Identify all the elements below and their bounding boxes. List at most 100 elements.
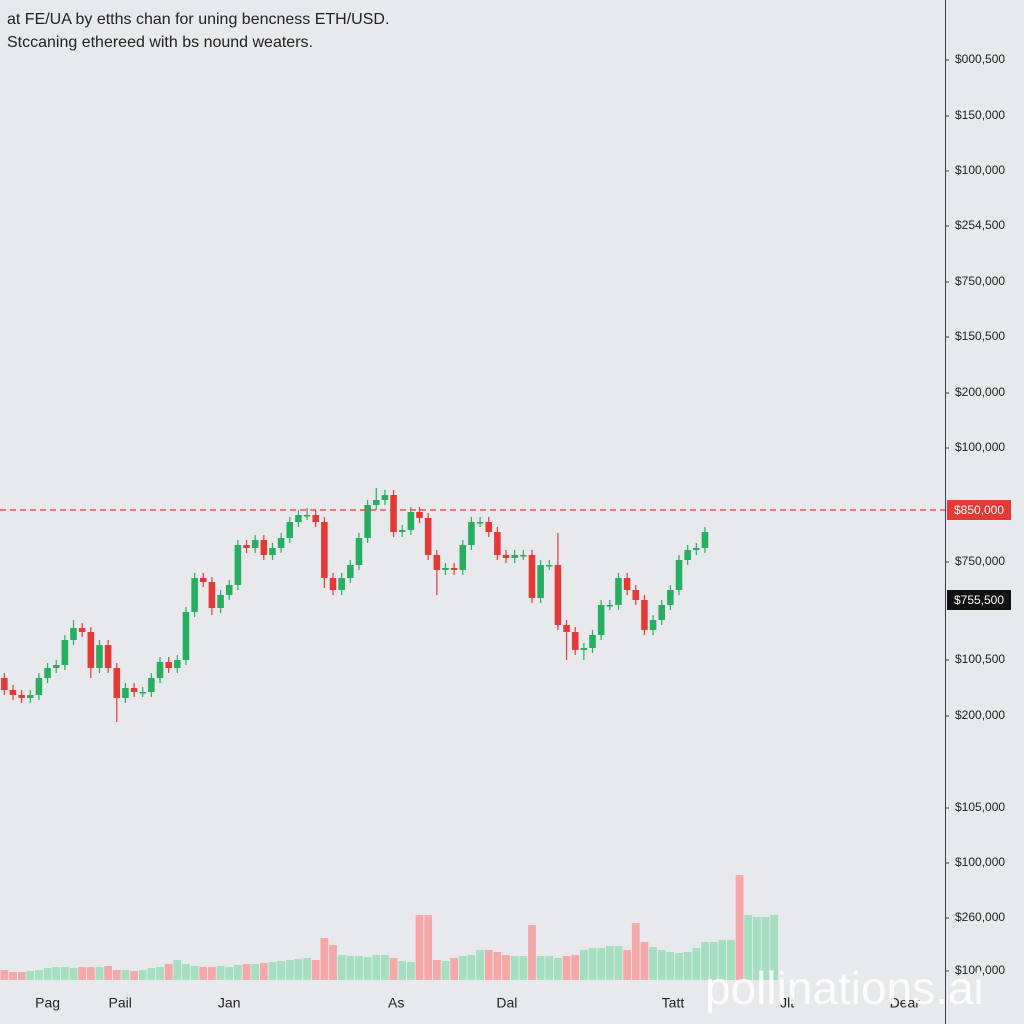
y-tick-label: $750,000 [955,554,1005,568]
volume-bar [735,875,744,980]
candle-body [295,515,302,522]
volume-bar [337,955,346,980]
x-tick-label: Tatt [662,995,685,1011]
candle-body [485,522,493,532]
volume-bar [320,938,329,980]
volume-bar [52,967,61,980]
volume-bar [372,955,381,980]
volume-bar [259,963,268,980]
volume-bar [510,956,519,980]
candle-body [615,578,622,605]
y-tick-label: $200,000 [955,385,1005,399]
candle-body [554,565,562,625]
candle-body [225,585,233,595]
candle-body [338,578,345,590]
candle-body [468,522,475,545]
volume-bar [657,950,666,980]
volume-bar [26,971,35,980]
volume-bar [130,971,138,980]
volume-bar [277,961,286,980]
volume-bar [588,948,597,980]
candle-body [44,668,51,678]
y-tick-label: $750,000 [955,274,1005,288]
candle-body [174,660,181,668]
y-tick-label: $100,000 [955,963,1005,977]
volume-bar [571,955,580,980]
candle-body [156,662,164,678]
candle-body [502,555,510,558]
candle-body [494,532,501,555]
volume-bar [233,965,242,980]
candle-body [113,668,121,698]
volume-bar [173,960,182,980]
candle-body [243,545,250,548]
candle-body [329,578,337,590]
candle-body [122,688,129,698]
volume-bar [112,970,121,980]
volume-bar [86,967,95,980]
y-tick-label: $100,000 [955,855,1005,869]
volume-bar [467,955,476,980]
volume-bar [640,942,649,980]
candle-body [684,550,691,560]
candle-body [1,678,8,690]
volume-bar [303,958,311,980]
volume-bar [701,942,709,980]
volume-bar [432,960,441,980]
candle-body [96,645,103,668]
volume-bar [614,946,623,980]
candle-body [537,565,544,598]
volume-bar [752,917,761,980]
volume-bar [597,948,606,980]
candle-body [35,678,43,695]
candle-body [70,628,77,640]
volume-bar [562,956,571,980]
volume-bar [519,956,528,980]
candle-body [182,612,190,660]
candle-body [407,512,415,530]
y-tick-label: $100,000 [955,163,1005,177]
volume-bar [579,950,588,980]
candle-body [589,635,596,648]
volume-bar [528,925,536,980]
candle-body [87,632,95,668]
volume-bar [121,970,130,980]
volume-bar [0,970,9,980]
candle-body [658,605,666,620]
volume-bar [329,945,337,980]
volume-bar [770,915,779,980]
candle-body [693,548,700,550]
volume-bar [190,966,199,980]
volume-bar [631,923,640,980]
candle-body [355,538,363,565]
candle-body [251,540,259,548]
candle-body [675,560,683,590]
volume-bar [216,966,225,980]
volume-bar [346,956,355,980]
volume-bar [649,947,657,980]
candle-body [191,578,198,612]
volume-bar [43,968,52,980]
candle-body [286,522,294,538]
volume-bar [484,950,493,980]
volume-bar [9,972,17,980]
volume-bar [727,940,735,980]
candle-body [78,628,86,632]
candle-body [416,512,423,518]
y-tick-label: $100,000 [955,440,1005,454]
x-tick-label: Dal [496,995,517,1011]
volume-bar [536,956,545,980]
volume-bar [502,955,510,980]
volume-bar [476,950,484,980]
candle-body [390,495,397,532]
y-tick-label: $105,000 [955,800,1005,814]
volume-bar [675,953,683,980]
volume-bar [17,972,26,980]
candle-body [511,555,518,558]
volume-bar [545,956,554,980]
volume-bar [458,956,467,980]
candle-body [277,538,285,548]
candle-body [61,640,69,665]
volume-bar [95,967,104,980]
